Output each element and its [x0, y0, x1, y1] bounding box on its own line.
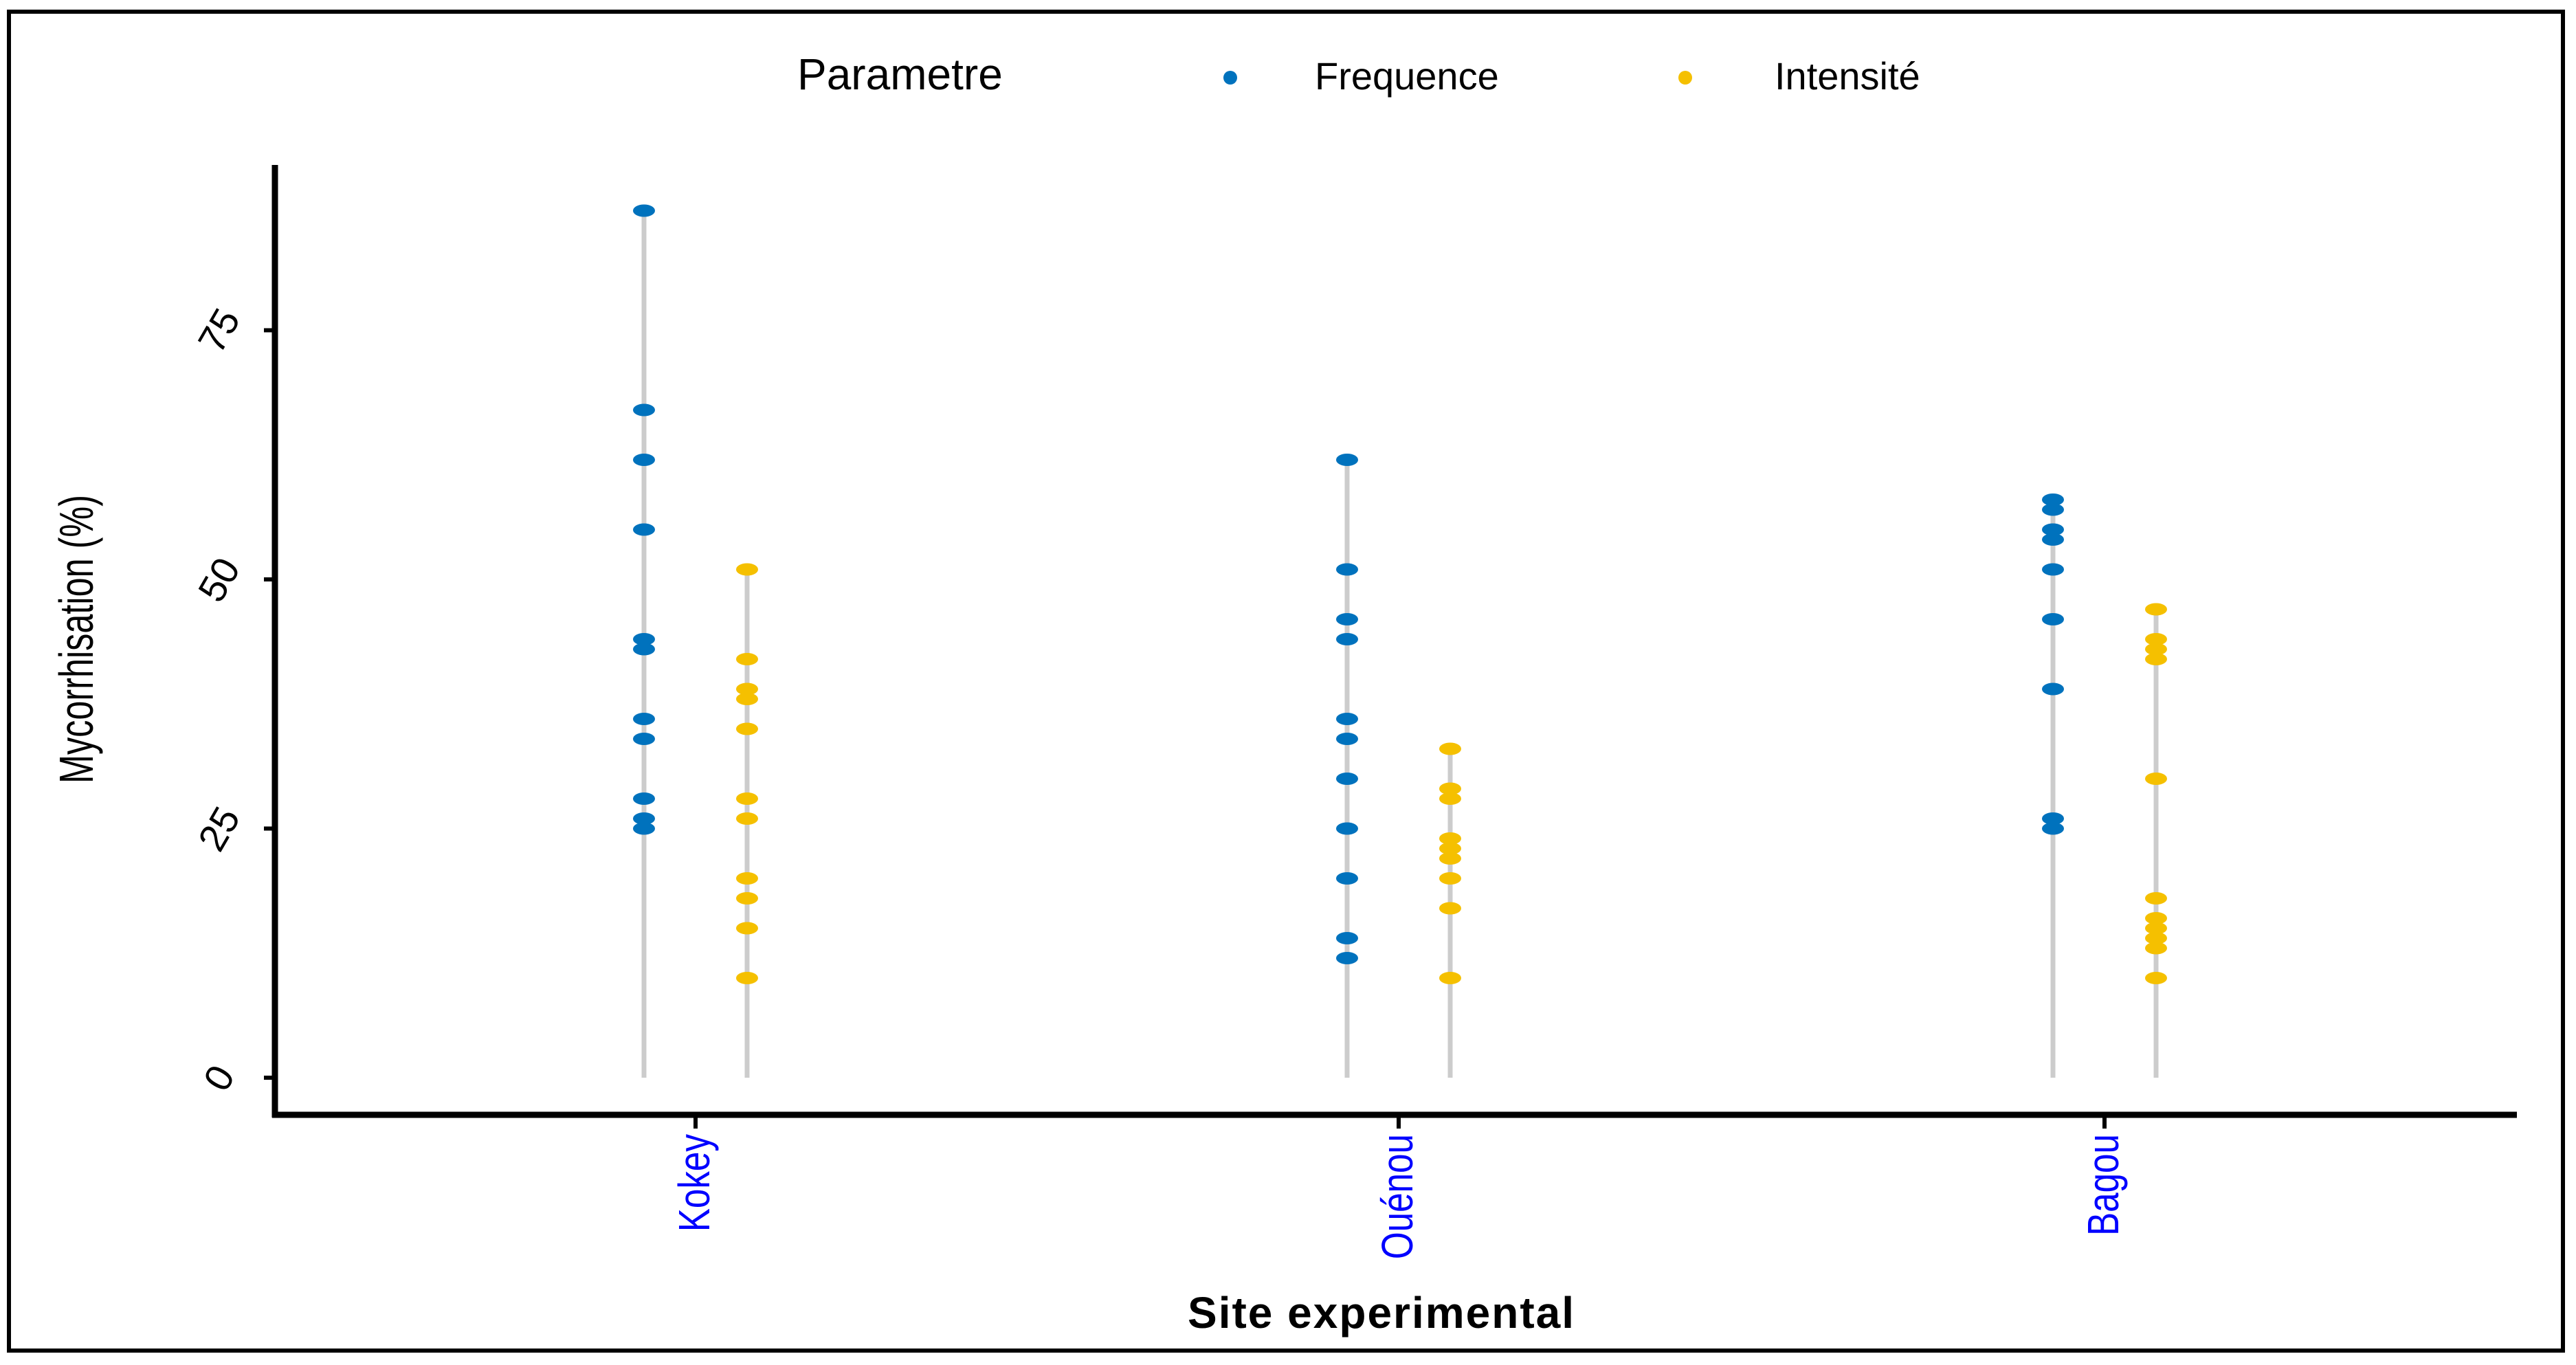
data-point [2145, 932, 2167, 944]
data-point [633, 733, 655, 745]
data-point [633, 204, 655, 217]
data-point [633, 792, 655, 805]
data-point [736, 563, 758, 576]
legend-swatch-intensite [1678, 71, 1692, 85]
data-point [633, 403, 655, 417]
data-point [2042, 613, 2064, 625]
data-point [2042, 682, 2064, 696]
data-point [1439, 782, 1461, 795]
data-point [633, 713, 655, 725]
data-point [1439, 832, 1461, 845]
data-point [2145, 892, 2167, 905]
data-point [633, 643, 655, 656]
data-point [736, 872, 758, 885]
data-point [2042, 523, 2064, 536]
y-tick-label: 50 [190, 551, 249, 609]
y-tick-label: 75 [190, 301, 249, 359]
legend-title: Parametre [797, 49, 1003, 99]
data-point [1439, 842, 1461, 855]
data-point [1439, 742, 1461, 755]
points-layer [633, 204, 2167, 984]
chart-frame [7, 10, 2565, 1353]
data-point [1336, 633, 1358, 645]
y-tick-label: 25 [190, 799, 249, 858]
data-point [2145, 643, 2167, 656]
data-point [736, 792, 758, 805]
data-point [1439, 792, 1461, 805]
data-point [736, 812, 758, 825]
data-point [1336, 932, 1358, 944]
data-point [736, 892, 758, 905]
data-point [1439, 972, 1461, 984]
data-point [736, 682, 758, 696]
data-point [2145, 773, 2167, 785]
data-point [2042, 563, 2064, 576]
data-point [633, 633, 655, 645]
data-point [633, 812, 655, 825]
data-point [633, 454, 655, 466]
data-point [2145, 942, 2167, 955]
data-point [736, 722, 758, 735]
data-point [1439, 872, 1461, 885]
data-point [2042, 812, 2064, 825]
data-point [1336, 952, 1358, 964]
data-point [1336, 613, 1358, 625]
data-point [633, 822, 655, 835]
data-point [2145, 972, 2167, 984]
x-category-label: Bagou [2080, 1134, 2129, 1236]
data-point [2145, 653, 2167, 665]
data-point [2145, 633, 2167, 645]
data-point [736, 972, 758, 984]
y-tick-label: 0 [195, 1058, 243, 1098]
data-point [736, 922, 758, 935]
data-point [1336, 733, 1358, 745]
data-point [1439, 852, 1461, 865]
data-point [2145, 922, 2167, 935]
data-point [2042, 503, 2064, 516]
x-axis-title: Site experimental [1188, 1288, 1575, 1338]
stems-layer [641, 210, 2159, 1078]
data-point [1336, 713, 1358, 725]
data-point [1336, 773, 1358, 785]
legend-label-frequence: Frequence [1315, 54, 1499, 98]
data-point [1439, 902, 1461, 915]
legend-label-intensite: Intensité [1775, 54, 1920, 98]
data-point [1336, 872, 1358, 885]
data-point [633, 523, 655, 536]
data-point [1336, 822, 1358, 835]
x-category-label: Kokey [671, 1134, 720, 1232]
data-point [1336, 454, 1358, 466]
data-point [2145, 912, 2167, 924]
x-category-label: Ouénou [1374, 1134, 1423, 1259]
y-axis-title: Mycorrhisation (%) [49, 495, 103, 784]
data-point [2145, 603, 2167, 616]
y-ticks: 0 25 50 75 [190, 301, 275, 1098]
data-point [2042, 822, 2064, 835]
data-point [736, 653, 758, 665]
legend-swatch-frequence [1223, 71, 1237, 85]
data-point [2042, 493, 2064, 506]
x-category-labels: Kokey Ouénou Bagou [671, 1118, 2129, 1259]
data-point [1336, 563, 1358, 576]
legend: Parametre Frequence Intensité [797, 49, 1920, 99]
data-point [2042, 533, 2064, 546]
data-point [736, 693, 758, 705]
